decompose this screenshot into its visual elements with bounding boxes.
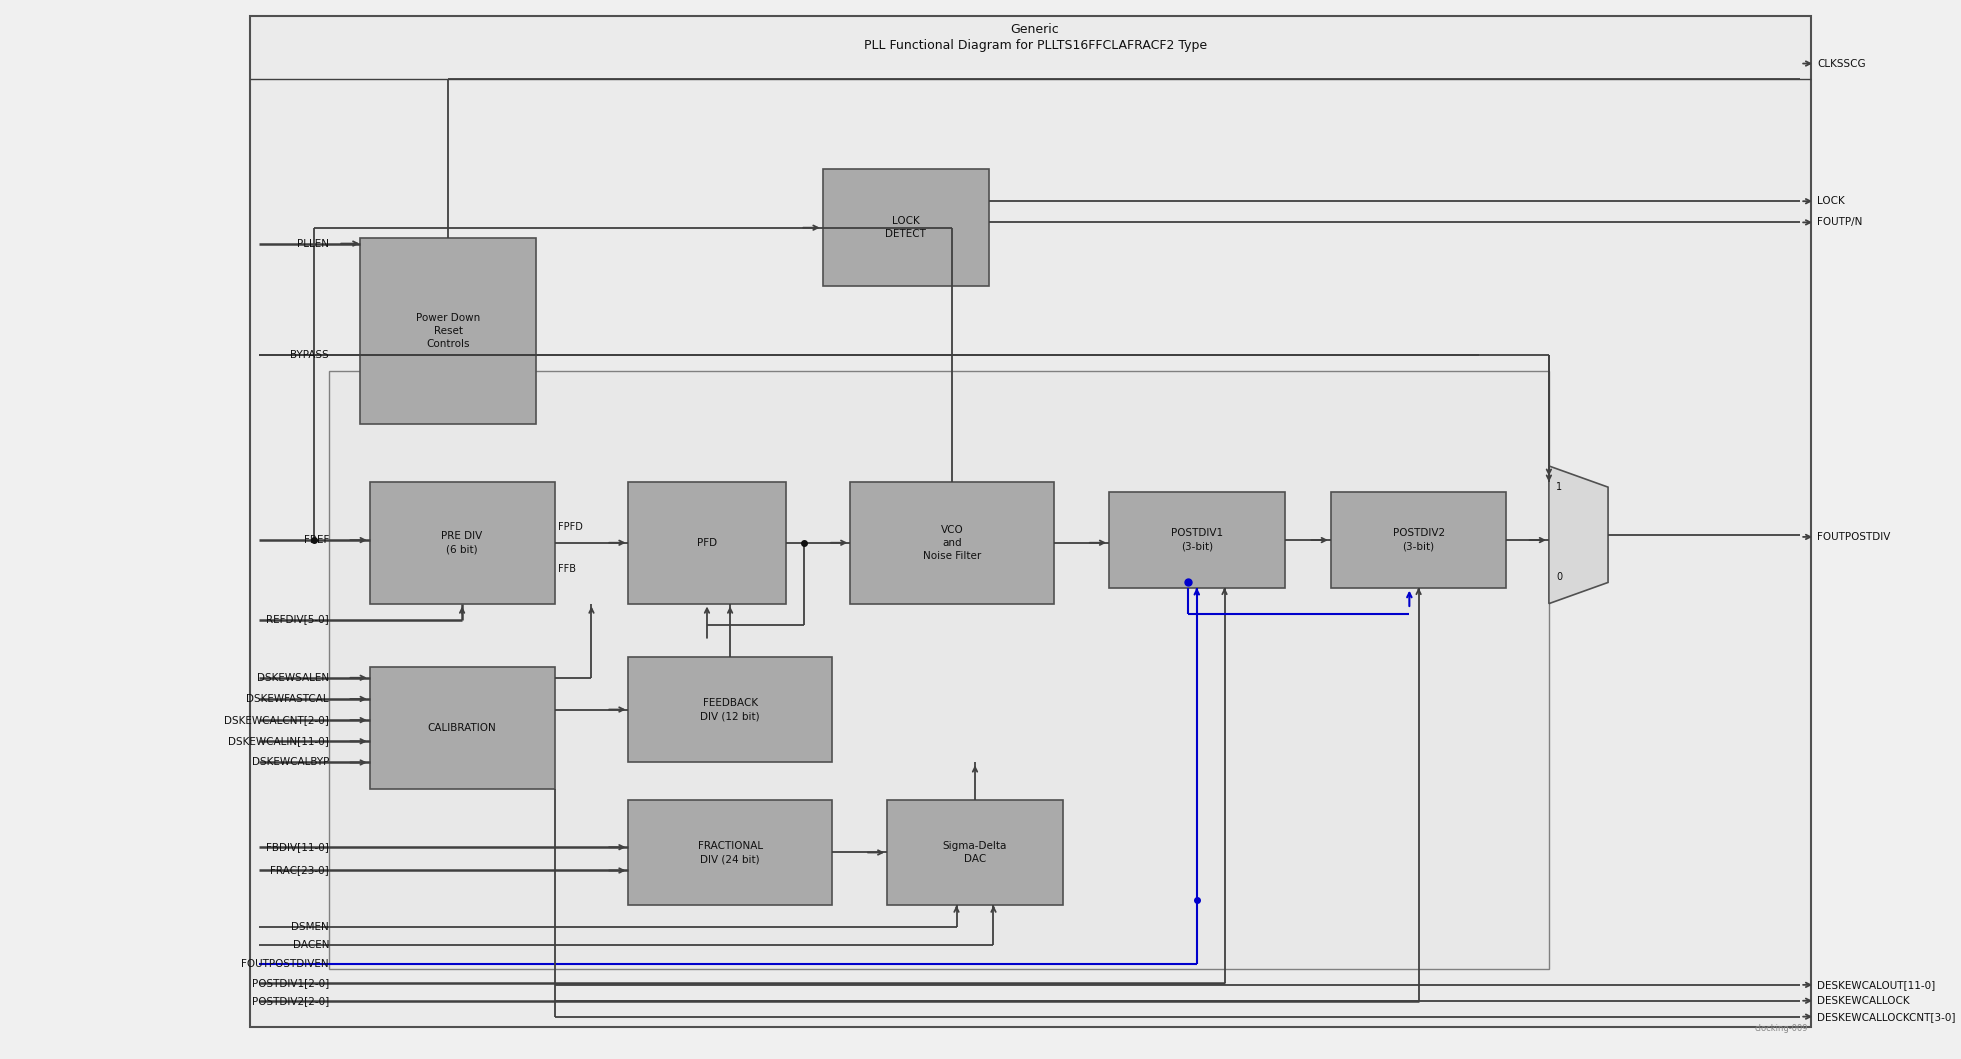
Text: Power Down
Reset
Controls: Power Down Reset Controls bbox=[416, 312, 480, 349]
Text: FOUTPOSTDIV: FOUTPOSTDIV bbox=[1818, 532, 1890, 542]
Text: DSKEWFASTCAL: DSKEWFASTCAL bbox=[247, 694, 329, 704]
Text: DSKEWSALEN: DSKEWSALEN bbox=[257, 672, 329, 683]
Text: DESKEWCALLOCK: DESKEWCALLOCK bbox=[1818, 995, 1910, 1006]
FancyBboxPatch shape bbox=[361, 238, 535, 424]
Text: FEEDBACK
DIV (12 bit): FEEDBACK DIV (12 bit) bbox=[700, 698, 761, 721]
Text: FPFD: FPFD bbox=[559, 522, 582, 532]
Text: REFDIV[5-0]: REFDIV[5-0] bbox=[267, 614, 329, 625]
FancyBboxPatch shape bbox=[628, 482, 786, 604]
Text: DSKEWCALCNT[2-0]: DSKEWCALCNT[2-0] bbox=[224, 715, 329, 725]
Text: DESKEWCALOUT[11-0]: DESKEWCALOUT[11-0] bbox=[1818, 980, 1936, 990]
Text: Sigma-Delta
DAC: Sigma-Delta DAC bbox=[943, 841, 1008, 864]
Text: DSMEN: DSMEN bbox=[292, 921, 329, 932]
Text: FOUTPOSTDIVEN: FOUTPOSTDIVEN bbox=[241, 958, 329, 969]
Text: POSTDIV1[2-0]: POSTDIV1[2-0] bbox=[251, 977, 329, 988]
FancyBboxPatch shape bbox=[1332, 492, 1506, 588]
Text: DESKEWCALLOCKCNT[3-0]: DESKEWCALLOCKCNT[3-0] bbox=[1818, 1011, 1955, 1022]
Text: FBDIV[11-0]: FBDIV[11-0] bbox=[267, 842, 329, 852]
Text: PLL Functional Diagram for PLLTS16FFCLAFRACF2 Type: PLL Functional Diagram for PLLTS16FFCLAF… bbox=[863, 39, 1206, 52]
FancyBboxPatch shape bbox=[851, 482, 1053, 604]
Text: DACEN: DACEN bbox=[292, 939, 329, 950]
Text: BYPASS: BYPASS bbox=[290, 349, 329, 360]
FancyBboxPatch shape bbox=[329, 371, 1549, 969]
FancyBboxPatch shape bbox=[371, 667, 555, 789]
FancyBboxPatch shape bbox=[371, 482, 555, 604]
Text: LOCK
DETECT: LOCK DETECT bbox=[884, 216, 926, 239]
Text: VCO
and
Noise Filter: VCO and Noise Filter bbox=[924, 524, 980, 561]
Text: POSTDIV2[2-0]: POSTDIV2[2-0] bbox=[251, 995, 329, 1006]
Text: FRAC[23-0]: FRAC[23-0] bbox=[271, 865, 329, 876]
Text: POSTDIV2
(3-bit): POSTDIV2 (3-bit) bbox=[1392, 528, 1445, 552]
FancyBboxPatch shape bbox=[1110, 492, 1284, 588]
Text: LOCK: LOCK bbox=[1818, 196, 1845, 207]
Text: 1: 1 bbox=[1557, 482, 1563, 492]
Text: FREF: FREF bbox=[304, 535, 329, 545]
Text: PLLEN: PLLEN bbox=[296, 238, 329, 249]
Text: PRE DIV
(6 bit): PRE DIV (6 bit) bbox=[441, 532, 482, 554]
Text: Generic: Generic bbox=[1010, 23, 1059, 36]
FancyBboxPatch shape bbox=[628, 657, 831, 762]
Text: FFB: FFB bbox=[559, 564, 577, 574]
Text: PFD: PFD bbox=[696, 538, 718, 548]
Text: DSKEWCALIN[11-0]: DSKEWCALIN[11-0] bbox=[227, 736, 329, 747]
Polygon shape bbox=[1549, 466, 1608, 604]
Text: DSKEWCALBYP: DSKEWCALBYP bbox=[251, 757, 329, 768]
Text: clocking-009: clocking-009 bbox=[1755, 1024, 1808, 1033]
Text: 0: 0 bbox=[1557, 572, 1563, 582]
Text: POSTDIV1
(3-bit): POSTDIV1 (3-bit) bbox=[1171, 528, 1224, 552]
FancyBboxPatch shape bbox=[822, 169, 988, 286]
FancyBboxPatch shape bbox=[886, 800, 1063, 905]
FancyBboxPatch shape bbox=[628, 800, 831, 905]
Text: CLKSSCG: CLKSSCG bbox=[1818, 58, 1865, 69]
Text: FOUTP/N: FOUTP/N bbox=[1818, 217, 1863, 228]
Text: CALIBRATION: CALIBRATION bbox=[427, 723, 496, 733]
Text: FRACTIONAL
DIV (24 bit): FRACTIONAL DIV (24 bit) bbox=[698, 841, 763, 864]
FancyBboxPatch shape bbox=[249, 16, 1812, 1027]
